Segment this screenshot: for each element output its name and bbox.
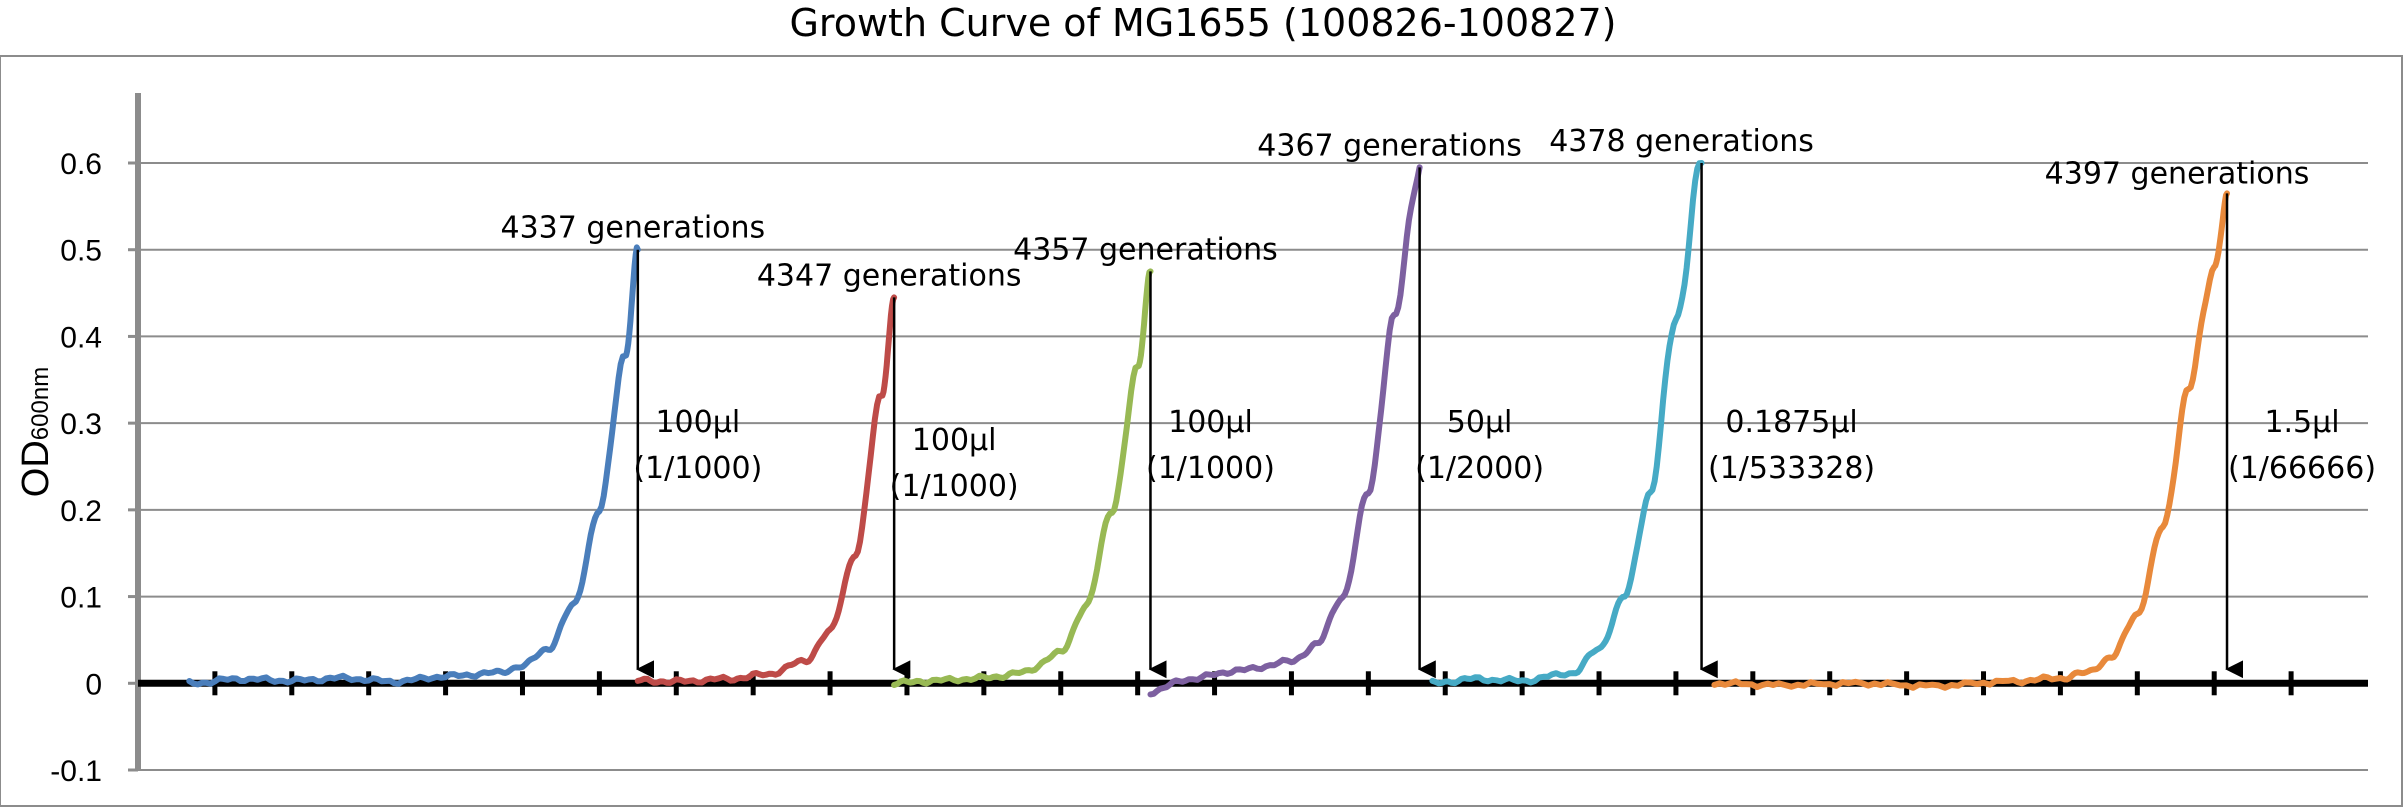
- y-tick-label: 0.3: [60, 408, 102, 441]
- y-axis-label-main: OD: [15, 440, 57, 497]
- generation-label: 4357 generations: [1013, 232, 1278, 267]
- transfer-ratio-label: (1/1000): [890, 469, 1019, 504]
- generation-label: 4378 generations: [1549, 124, 1814, 159]
- generation-label: 4347 generations: [757, 258, 1022, 293]
- transfer-ratio-label: (1/2000): [1415, 451, 1544, 486]
- series-line-3: [891, 268, 1154, 688]
- y-tick-labels: -0.1 0 0.1 0.2 0.3 0.4 0.5 0.6: [50, 148, 102, 788]
- gridlines: [128, 161, 2368, 772]
- transfer-volume-label: 100μl: [655, 405, 740, 440]
- transfer-arrows: [636, 163, 2244, 679]
- y-tick-label: 0.5: [60, 235, 102, 268]
- transfer-ratio-label: (1/1000): [1146, 451, 1275, 486]
- series-lines: [186, 160, 2230, 698]
- chart-title: Growth Curve of MG1655 (100826-100827): [789, 1, 1616, 45]
- y-tick-label: 0: [85, 668, 102, 701]
- transfer-ratio-label: (1/66666): [2228, 451, 2376, 486]
- transfer-volume-label: 1.5μl: [2264, 405, 2339, 440]
- y-axis-label: OD600nm: [15, 367, 57, 497]
- transfer-volume-label: 0.1875μl: [1725, 405, 1857, 440]
- generation-label: 4397 generations: [2045, 156, 2310, 191]
- series-line-4: [1147, 164, 1423, 698]
- transfer-ratio-label: (1/533328): [1708, 451, 1875, 486]
- series-line-5: [1429, 160, 1705, 687]
- y-tick-label: 0.4: [60, 321, 102, 354]
- series-line-2: [634, 294, 898, 686]
- y-tick-label: 0.1: [60, 582, 102, 615]
- generation-label: 4367 generations: [1257, 128, 1522, 163]
- y-tick-label: 0.2: [60, 495, 102, 528]
- series-line-1: [186, 244, 641, 688]
- y-tick-label: -0.1: [50, 755, 102, 788]
- series-line-6: [1711, 190, 2230, 691]
- transfer-labels: 100μl (1/1000) 100μl (1/1000) 100μl (1/1000) 5…: [633, 405, 2376, 504]
- y-tick-label: 0.6: [60, 148, 102, 181]
- generation-label: 4337 generations: [500, 211, 765, 246]
- transfer-ratio-label: (1/1000): [633, 451, 762, 486]
- transfer-volume-label: 100μl: [912, 423, 997, 458]
- y-axis-label-sub: 600nm: [27, 367, 54, 440]
- transfer-volume-label: 100μl: [1168, 405, 1253, 440]
- transfer-volume-label: 50μl: [1447, 405, 1513, 440]
